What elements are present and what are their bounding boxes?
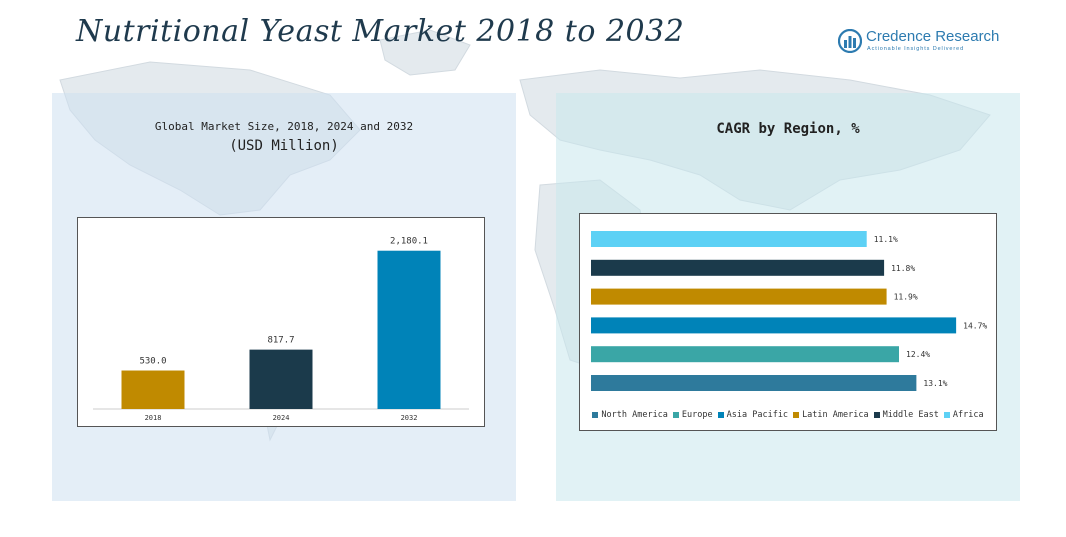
- legend-label: Middle East: [882, 410, 939, 420]
- data-label-north-america: 13.1%: [923, 379, 947, 388]
- legend-swatch: [873, 412, 880, 418]
- market-size-unit: (USD Million): [229, 138, 339, 154]
- legend-label: Africa: [952, 410, 984, 420]
- legend-item-europe: Europe: [672, 410, 713, 420]
- legend-label: Latin America: [802, 410, 869, 420]
- cagr-chart-frame: 11.1% 11.8% 11.9% 14.7% 12.4% 13.1% North Ame…: [579, 213, 997, 431]
- legend-swatch: [793, 412, 800, 418]
- bar-2018: [121, 370, 185, 409]
- legend-swatch: [943, 412, 950, 418]
- bar-north-america: [591, 375, 917, 391]
- cagr-panel: CAGR by Region, % 11.1% 11.8% 11.9% 14.7% 12…: [556, 93, 1020, 501]
- market-size-bar-chart: 530.0 2018 817.7 2024 2,180.1 2032: [93, 237, 469, 422]
- legend-item-asia-pacific: Asia Pacific: [717, 410, 789, 420]
- bar-middle-east: [591, 259, 885, 276]
- logo-name: Credence Research: [866, 28, 1000, 45]
- data-label-africa: 11.1%: [874, 235, 898, 244]
- data-label-europe: 12.4%: [906, 350, 930, 359]
- legend-item-middle-east: Middle East: [873, 410, 939, 420]
- bar-africa: [591, 231, 867, 247]
- legend-swatch: [717, 412, 724, 418]
- data-label-2024: 817.7: [267, 336, 294, 346]
- bar-latin-america: [591, 288, 887, 305]
- bar-europe: [591, 346, 899, 363]
- credence-research-logo: Credence Research Actionable Insights De…: [838, 27, 1008, 57]
- page-title: Nutritional Yeast Market 2018 to 2032: [76, 14, 685, 49]
- x-tick-2024: 2024: [273, 414, 290, 422]
- cagr-title: CAGR by Region, %: [716, 121, 860, 137]
- legend-item-north-america: North America: [592, 410, 668, 420]
- bar-2024: [249, 349, 313, 409]
- bar-asia-pacific: [591, 317, 957, 334]
- credence-logo-icon: [838, 29, 862, 53]
- legend-swatch: [592, 412, 599, 418]
- legend-item-africa: Africa: [943, 410, 984, 420]
- data-label-latin-america: 11.9%: [894, 293, 918, 302]
- data-label-2018: 530.0: [139, 357, 166, 367]
- legend-item-latin-america: Latin America: [793, 410, 869, 420]
- x-tick-2018: 2018: [145, 414, 162, 422]
- legend-swatch: [672, 412, 679, 418]
- data-label-2032: 2,180.1: [390, 237, 428, 247]
- legend-label: North America: [601, 410, 668, 420]
- x-tick-2032: 2032: [401, 414, 418, 422]
- market-size-chart-frame: 530.0 2018 817.7 2024 2,180.1 2032: [77, 217, 485, 427]
- legend-label: Asia Pacific: [726, 410, 789, 420]
- bar-2032: [377, 250, 441, 409]
- data-label-middle-east: 11.8%: [891, 264, 915, 273]
- legend-label: Europe: [681, 410, 713, 420]
- cagr-legend: North America Europe Asia Pacific Latin Ame…: [580, 410, 996, 420]
- cagr-bar-chart: 11.1% 11.8% 11.9% 14.7% 12.4% 13.1%: [591, 231, 987, 391]
- market-size-title: Global Market Size, 2018, 2024 and 2032: [154, 120, 414, 133]
- market-size-panel: Global Market Size, 2018, 2024 and 2032 …: [52, 93, 516, 501]
- data-label-asia-pacific: 14.7%: [963, 321, 987, 330]
- logo-tagline: Actionable Insights Delivered: [867, 46, 965, 52]
